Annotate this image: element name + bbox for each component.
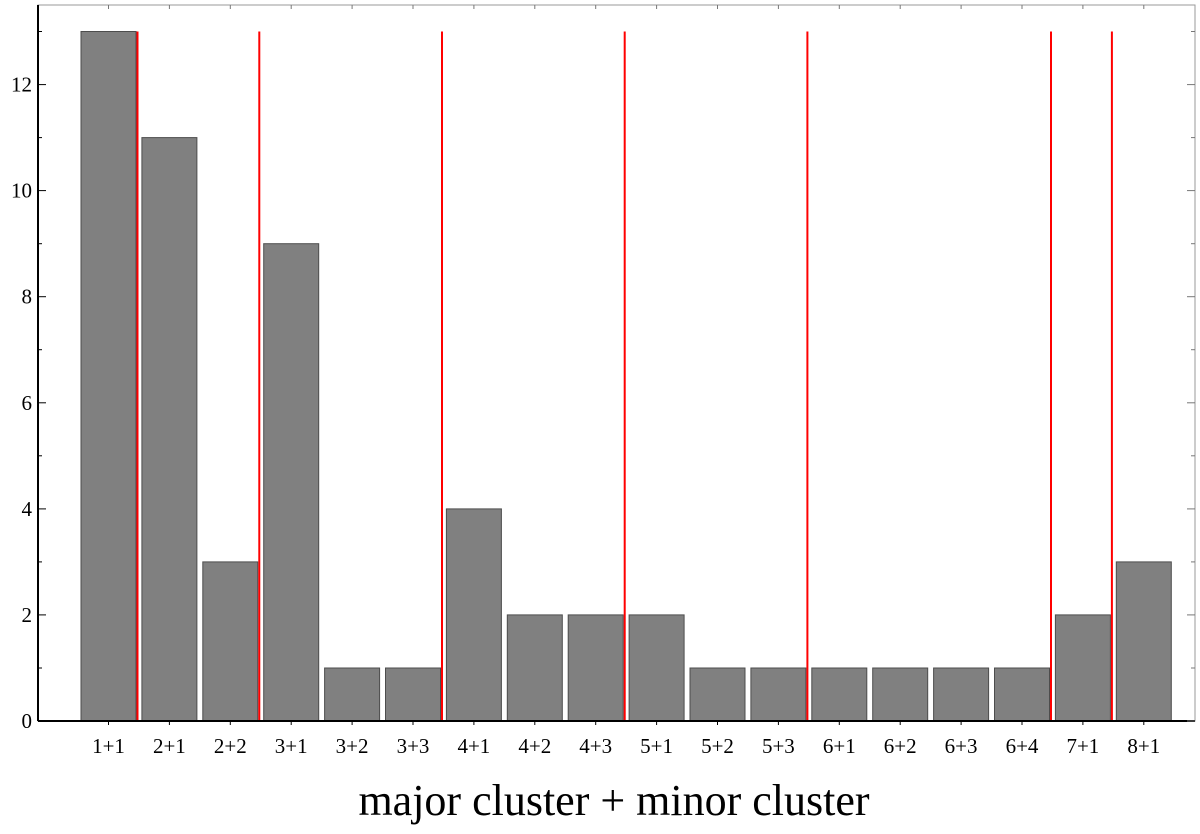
x-tick-label: 1+1: [92, 734, 125, 758]
bar-3+3: [385, 667, 441, 722]
bar-3+1: [263, 243, 320, 722]
x-tick-label: 6+1: [823, 734, 856, 758]
bar-4+3: [567, 614, 624, 722]
plot-frame: [37, 4, 1196, 722]
x-tick-label: 6+2: [884, 734, 917, 758]
x-axis-title: major cluster + minor cluster: [358, 776, 869, 825]
y-tick-label: 4: [22, 497, 33, 521]
x-tick-label: 5+3: [762, 734, 795, 758]
x-tick-label: 5+2: [701, 734, 734, 758]
bar-5+1: [628, 614, 685, 722]
bar-6+4: [994, 667, 1050, 722]
x-tick-label: 3+1: [275, 734, 308, 758]
x-tick-label: 4+3: [579, 734, 612, 758]
y-tick-label: 0: [22, 709, 33, 733]
y-tick-label: 10: [11, 179, 32, 203]
y-axis-ticks: 0 2 4 6 8 10 12: [11, 31, 1195, 733]
x-tick-label: 7+1: [1066, 734, 1099, 758]
bar-4+1: [445, 508, 502, 722]
bar-5+3: [750, 667, 807, 722]
bar-5+2: [689, 667, 746, 722]
x-tick-label: 4+1: [457, 734, 490, 758]
bar-1+1: [80, 31, 137, 722]
x-tick-label: 8+1: [1127, 734, 1160, 758]
x-tick-label: 3+3: [397, 734, 430, 758]
x-axis-ticks: 1+1 2+1 2+2 3+1 3+2 3+3 4+1 4+2 4+3 5+1 5+2 5+3 6+1 6…: [92, 5, 1160, 758]
bar-2+2: [202, 561, 259, 722]
x-tick-label: 6+4: [1006, 734, 1039, 758]
bar-2+1: [141, 137, 198, 722]
bar-6+2: [872, 667, 929, 722]
bar-6+1: [811, 667, 868, 722]
bar-7+1: [1054, 614, 1111, 722]
bars-group: [80, 31, 1172, 722]
group-separators: [136, 31, 1113, 721]
bar-3+2: [324, 667, 381, 722]
x-tick-label: 4+2: [518, 734, 551, 758]
y-tick-label: 2: [22, 603, 33, 627]
y-tick-label: 8: [22, 285, 33, 309]
y-tick-label: 6: [22, 391, 33, 415]
x-tick-label: 6+3: [945, 734, 978, 758]
x-tick-label: 2+1: [153, 734, 186, 758]
bar-8+1: [1115, 561, 1172, 722]
y-tick-label: 12: [11, 73, 32, 97]
x-tick-label: 5+1: [640, 734, 673, 758]
bar-6+3: [933, 667, 990, 722]
bar-4+2: [506, 614, 563, 722]
x-tick-label: 3+2: [336, 734, 369, 758]
x-tick-label: 2+2: [214, 734, 247, 758]
